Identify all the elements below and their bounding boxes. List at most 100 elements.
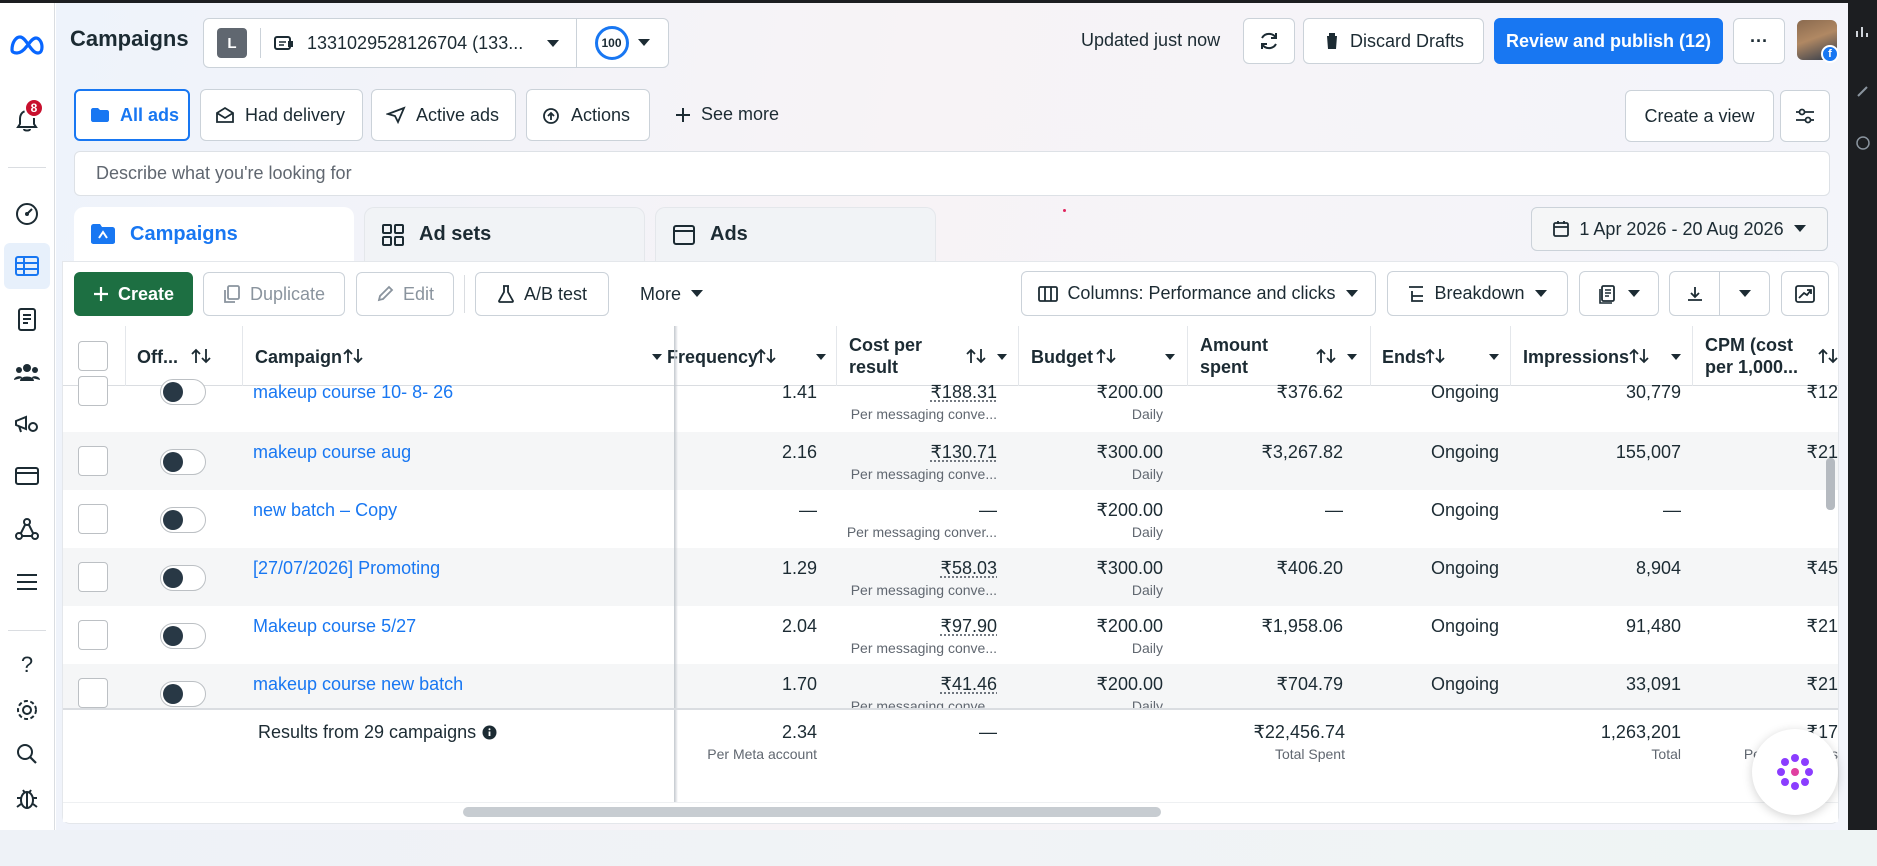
ads-manager-table-icon[interactable]	[4, 243, 50, 289]
column-options-caret-icon[interactable]	[815, 353, 827, 361]
campaign-on-off-toggle[interactable]	[160, 379, 206, 405]
filter-chip-active-ads[interactable]: Active ads	[371, 89, 516, 141]
select-all-checkbox[interactable]	[78, 341, 108, 371]
sort-icon[interactable]	[756, 347, 776, 365]
view-settings-button[interactable]	[1780, 90, 1830, 142]
settings-gear-icon[interactable]	[4, 687, 50, 733]
campaign-on-off-toggle[interactable]	[160, 623, 206, 649]
campaign-name-link[interactable]: makeup course 10- 8- 26	[253, 382, 454, 402]
campaign-name-link[interactable]: makeup course new batch	[253, 674, 464, 694]
sort-icon[interactable]	[1818, 347, 1838, 365]
column-options-caret-icon[interactable]	[1670, 353, 1682, 361]
campaign-name-link[interactable]: new batch – Copy	[253, 500, 398, 520]
audiences-people-icon[interactable]	[4, 349, 50, 395]
more-actions-dropdown[interactable]: More	[624, 272, 720, 316]
campaign-on-off-toggle[interactable]	[160, 507, 206, 533]
tab-ad-sets[interactable]: Ad sets	[364, 207, 645, 261]
filter-chip-all-ads[interactable]: All ads	[74, 89, 190, 141]
campaign-on-off-toggle[interactable]	[160, 681, 206, 707]
campaign-on-off-toggle[interactable]	[160, 565, 206, 591]
column-options-caret-icon[interactable]	[996, 353, 1008, 361]
campaign-megaphone-settings-icon[interactable]	[4, 401, 50, 447]
account-selector[interactable]: L 1331029528126704 (133...	[203, 18, 577, 68]
row-select-checkbox[interactable]	[78, 446, 108, 476]
tab-campaigns[interactable]: Campaigns	[74, 207, 354, 261]
campaign-on-off-toggle[interactable]	[160, 449, 206, 475]
create-button[interactable]: Create	[74, 272, 193, 316]
ab-test-button[interactable]: A/B test	[475, 272, 609, 316]
sort-icon[interactable]	[343, 347, 363, 365]
dashboard-gauge-icon[interactable]	[4, 191, 50, 237]
view-charts-button[interactable]	[1781, 271, 1829, 316]
filter-chip-had-delivery[interactable]: Had delivery	[200, 89, 363, 141]
campaign-name-link[interactable]: makeup course aug	[253, 442, 412, 462]
filter-chip-actions[interactable]: Actions	[526, 89, 650, 141]
row-select-checkbox[interactable]	[78, 376, 108, 406]
column-options-caret-icon[interactable]	[1346, 353, 1358, 361]
user-avatar[interactable]: f	[1797, 20, 1839, 63]
info-icon[interactable]	[482, 725, 497, 740]
columns-dropdown[interactable]: Columns: Performance and clicks	[1021, 271, 1376, 316]
col-header-amount-spent[interactable]: Amount spent	[1200, 335, 1268, 377]
table-row[interactable]: Makeup course 5/27 2.04 ₹97.90 Per messagin…	[63, 606, 1838, 664]
column-options-caret-icon[interactable]	[651, 353, 663, 361]
table-row[interactable]: new batch – Copy — — Per messaging conver..…	[63, 490, 1838, 548]
sort-icon[interactable]	[191, 347, 211, 365]
more-options-button[interactable]: ···	[1733, 18, 1785, 64]
table-row[interactable]: makeup course aug 2.16 ₹130.71 Per messagin…	[63, 432, 1838, 490]
column-options-caret-icon[interactable]	[1488, 353, 1500, 361]
col-header-ends[interactable]: Ends	[1382, 347, 1427, 367]
column-options-caret-icon[interactable]	[1164, 353, 1176, 361]
refresh-button[interactable]	[1243, 18, 1295, 64]
sort-icon[interactable]	[966, 347, 986, 365]
chart-icon[interactable]	[1855, 25, 1871, 39]
date-range-picker[interactable]: 1 Apr 2026 - 20 Aug 2026	[1531, 207, 1828, 251]
help-question-icon[interactable]: ?	[4, 641, 50, 687]
col-header-campaign[interactable]: Campaign	[255, 347, 343, 367]
edit-button[interactable]: Edit	[356, 272, 454, 316]
export-button[interactable]	[1669, 271, 1720, 316]
see-more-filters-button[interactable]: See more	[675, 104, 779, 125]
info-icon[interactable]	[1855, 135, 1871, 151]
ai-assistant-button[interactable]	[1752, 729, 1838, 815]
sort-icon[interactable]	[1316, 347, 1336, 365]
search-input[interactable]: Describe what you're looking for	[74, 151, 1830, 196]
export-options-dropdown[interactable]	[1719, 271, 1770, 316]
col-header-offon[interactable]: Off...	[137, 347, 178, 367]
col-header-impressions[interactable]: Impressions	[1523, 347, 1630, 367]
create-a-view-button[interactable]: Create a view	[1625, 90, 1774, 142]
duplicate-button[interactable]: Duplicate	[203, 272, 345, 316]
col-header-cost-per-result[interactable]: Cost per result	[849, 335, 923, 377]
meta-logo-icon[interactable]	[4, 22, 50, 68]
row-select-checkbox[interactable]	[78, 678, 108, 708]
tab-ads[interactable]: Ads	[655, 207, 936, 261]
report-bug-icon[interactable]	[4, 775, 50, 821]
business-network-icon[interactable]	[4, 506, 50, 552]
sort-icon[interactable]	[1629, 347, 1649, 365]
row-select-checkbox[interactable]	[78, 620, 108, 650]
discard-drafts-button[interactable]: Discard Drafts	[1303, 18, 1484, 64]
opportunity-score-button[interactable]: 100	[577, 18, 669, 68]
billing-card-icon[interactable]	[4, 453, 50, 499]
search-icon[interactable]	[4, 731, 50, 777]
reports-dropdown[interactable]	[1579, 271, 1659, 316]
reports-document-icon[interactable]	[4, 297, 50, 343]
column-divider	[1187, 326, 1188, 386]
edit-pencil-icon[interactable]	[1855, 83, 1871, 99]
campaign-name-link[interactable]: Makeup course 5/27	[253, 616, 417, 636]
all-tools-menu-icon[interactable]	[4, 559, 50, 605]
sort-icon[interactable]	[1425, 347, 1445, 365]
review-and-publish-button[interactable]: Review and publish (12)	[1494, 18, 1723, 64]
horizontal-scrollbar-thumb[interactable]	[463, 807, 1161, 817]
row-select-checkbox[interactable]	[78, 562, 108, 592]
table-row[interactable]: [27/07/2026] Promoting 1.29 ₹58.03 Per mess…	[63, 548, 1838, 606]
col-header-budget[interactable]: Budget	[1031, 347, 1093, 367]
vertical-scrollbar-thumb[interactable]	[1826, 458, 1835, 510]
table-row[interactable]: makeup course 10- 8- 26 1.41 ₹188.31 Per…	[63, 376, 1838, 422]
row-select-checkbox[interactable]	[78, 504, 108, 534]
col-header-cpm[interactable]: CPM (cost per 1,000...	[1705, 335, 1799, 377]
sort-icon[interactable]	[1096, 347, 1116, 365]
breakdown-dropdown[interactable]: Breakdown	[1387, 271, 1568, 316]
col-header-frequency[interactable]: Frequency	[667, 347, 759, 367]
campaign-name-link[interactable]: [27/07/2026] Promoting	[253, 558, 441, 578]
